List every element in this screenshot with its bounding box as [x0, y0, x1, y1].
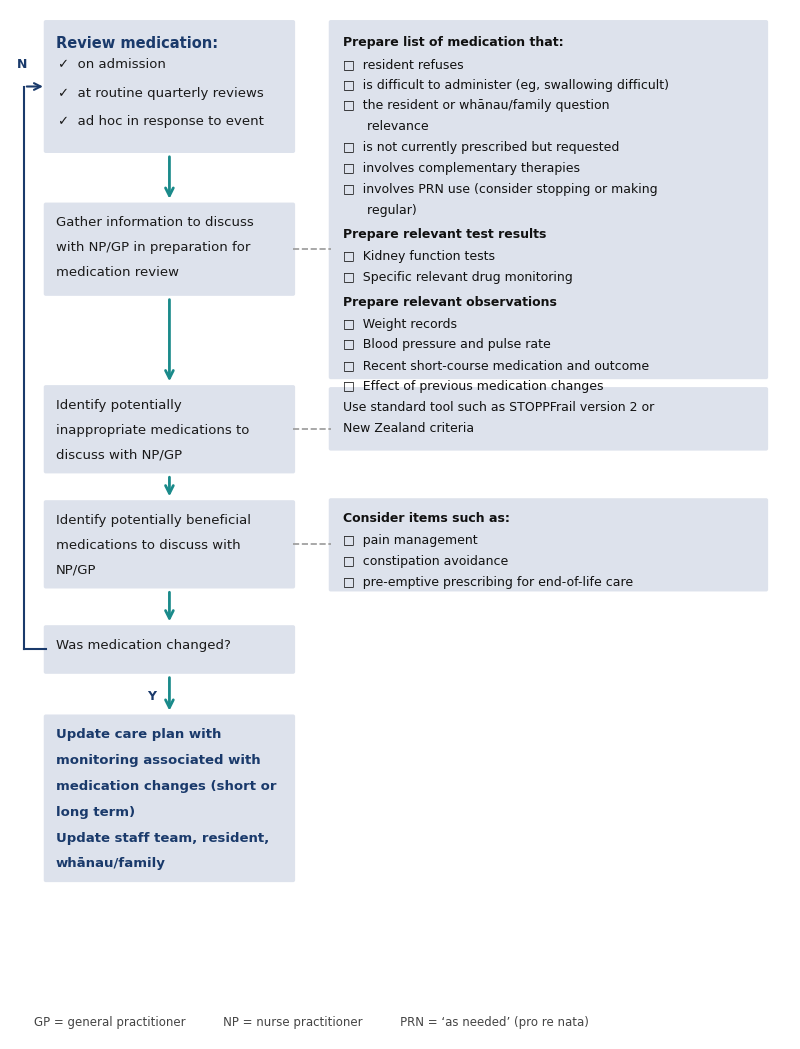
Text: Identify potentially: Identify potentially	[56, 399, 182, 412]
Text: relevance: relevance	[342, 121, 428, 133]
Text: Use standard tool such as STOPPFrail version 2 or: Use standard tool such as STOPPFrail ver…	[342, 401, 654, 414]
Text: Was medication changed?: Was medication changed?	[56, 639, 230, 652]
Text: □  is not currently prescribed but requested: □ is not currently prescribed but reques…	[342, 141, 619, 154]
Text: ✓  ad hoc in response to event: ✓ ad hoc in response to event	[58, 115, 263, 128]
FancyBboxPatch shape	[44, 202, 295, 296]
Text: monitoring associated with: monitoring associated with	[56, 754, 260, 767]
Text: discuss with NP/GP: discuss with NP/GP	[56, 449, 182, 462]
Text: NP/GP: NP/GP	[56, 563, 96, 577]
Text: □  Effect of previous medication changes: □ Effect of previous medication changes	[342, 380, 603, 393]
Text: ✓  on admission: ✓ on admission	[58, 58, 166, 70]
Text: medication changes (short or: medication changes (short or	[56, 780, 276, 793]
FancyBboxPatch shape	[44, 625, 295, 673]
Text: Prepare relevant observations: Prepare relevant observations	[342, 296, 557, 308]
Text: with NP/GP in preparation for: with NP/GP in preparation for	[56, 241, 250, 254]
Text: inappropriate medications to: inappropriate medications to	[56, 424, 249, 436]
FancyBboxPatch shape	[329, 498, 768, 592]
FancyBboxPatch shape	[329, 20, 768, 379]
Text: Consider items such as:: Consider items such as:	[342, 512, 510, 526]
Text: □  pain management: □ pain management	[342, 534, 478, 547]
Text: □  Specific relevant drug monitoring: □ Specific relevant drug monitoring	[342, 271, 572, 284]
Text: ✓  at routine quarterly reviews: ✓ at routine quarterly reviews	[58, 86, 263, 100]
Text: Update staff team, resident,: Update staff team, resident,	[56, 832, 269, 844]
Text: whānau/family: whānau/family	[56, 857, 166, 871]
Text: Y: Y	[147, 689, 156, 703]
Text: Update care plan with: Update care plan with	[56, 728, 221, 742]
FancyBboxPatch shape	[329, 387, 768, 451]
Text: Review medication:: Review medication:	[56, 36, 218, 51]
Text: medications to discuss with: medications to discuss with	[56, 539, 240, 552]
Text: New Zealand criteria: New Zealand criteria	[342, 422, 474, 435]
Text: long term): long term)	[56, 806, 134, 819]
FancyBboxPatch shape	[44, 385, 295, 473]
Text: □  resident refuses: □ resident refuses	[342, 58, 463, 70]
Text: □  involves complementary therapies: □ involves complementary therapies	[342, 162, 580, 175]
Text: N: N	[17, 58, 27, 70]
Text: □  involves PRN use (consider stopping or making: □ involves PRN use (consider stopping or…	[342, 183, 658, 196]
Text: □  is difficult to administer (eg, swallowing difficult): □ is difficult to administer (eg, swallo…	[342, 79, 669, 91]
Text: Gather information to discuss: Gather information to discuss	[56, 216, 254, 230]
Text: □  the resident or whānau/family question: □ the resident or whānau/family question	[342, 100, 609, 112]
Text: regular): regular)	[342, 204, 416, 216]
Text: Identify potentially beneficial: Identify potentially beneficial	[56, 514, 250, 527]
Text: Prepare list of medication that:: Prepare list of medication that:	[342, 36, 563, 49]
Text: medication review: medication review	[56, 266, 178, 279]
FancyBboxPatch shape	[44, 500, 295, 588]
FancyBboxPatch shape	[44, 714, 295, 882]
Text: □  constipation avoidance: □ constipation avoidance	[342, 555, 508, 568]
Text: □  Recent short-course medication and outcome: □ Recent short-course medication and out…	[342, 360, 649, 372]
Text: Prepare relevant test results: Prepare relevant test results	[342, 229, 546, 241]
Text: □  pre-emptive prescribing for end-of-life care: □ pre-emptive prescribing for end-of-lif…	[342, 576, 633, 588]
Text: GP = general practitioner          NP = nurse practitioner          PRN = ‘as ne: GP = general practitioner NP = nurse pra…	[34, 1016, 589, 1029]
Text: □  Kidney function tests: □ Kidney function tests	[342, 251, 494, 263]
Text: □  Blood pressure and pulse rate: □ Blood pressure and pulse rate	[342, 339, 550, 351]
FancyBboxPatch shape	[44, 20, 295, 153]
Text: □  Weight records: □ Weight records	[342, 318, 457, 330]
